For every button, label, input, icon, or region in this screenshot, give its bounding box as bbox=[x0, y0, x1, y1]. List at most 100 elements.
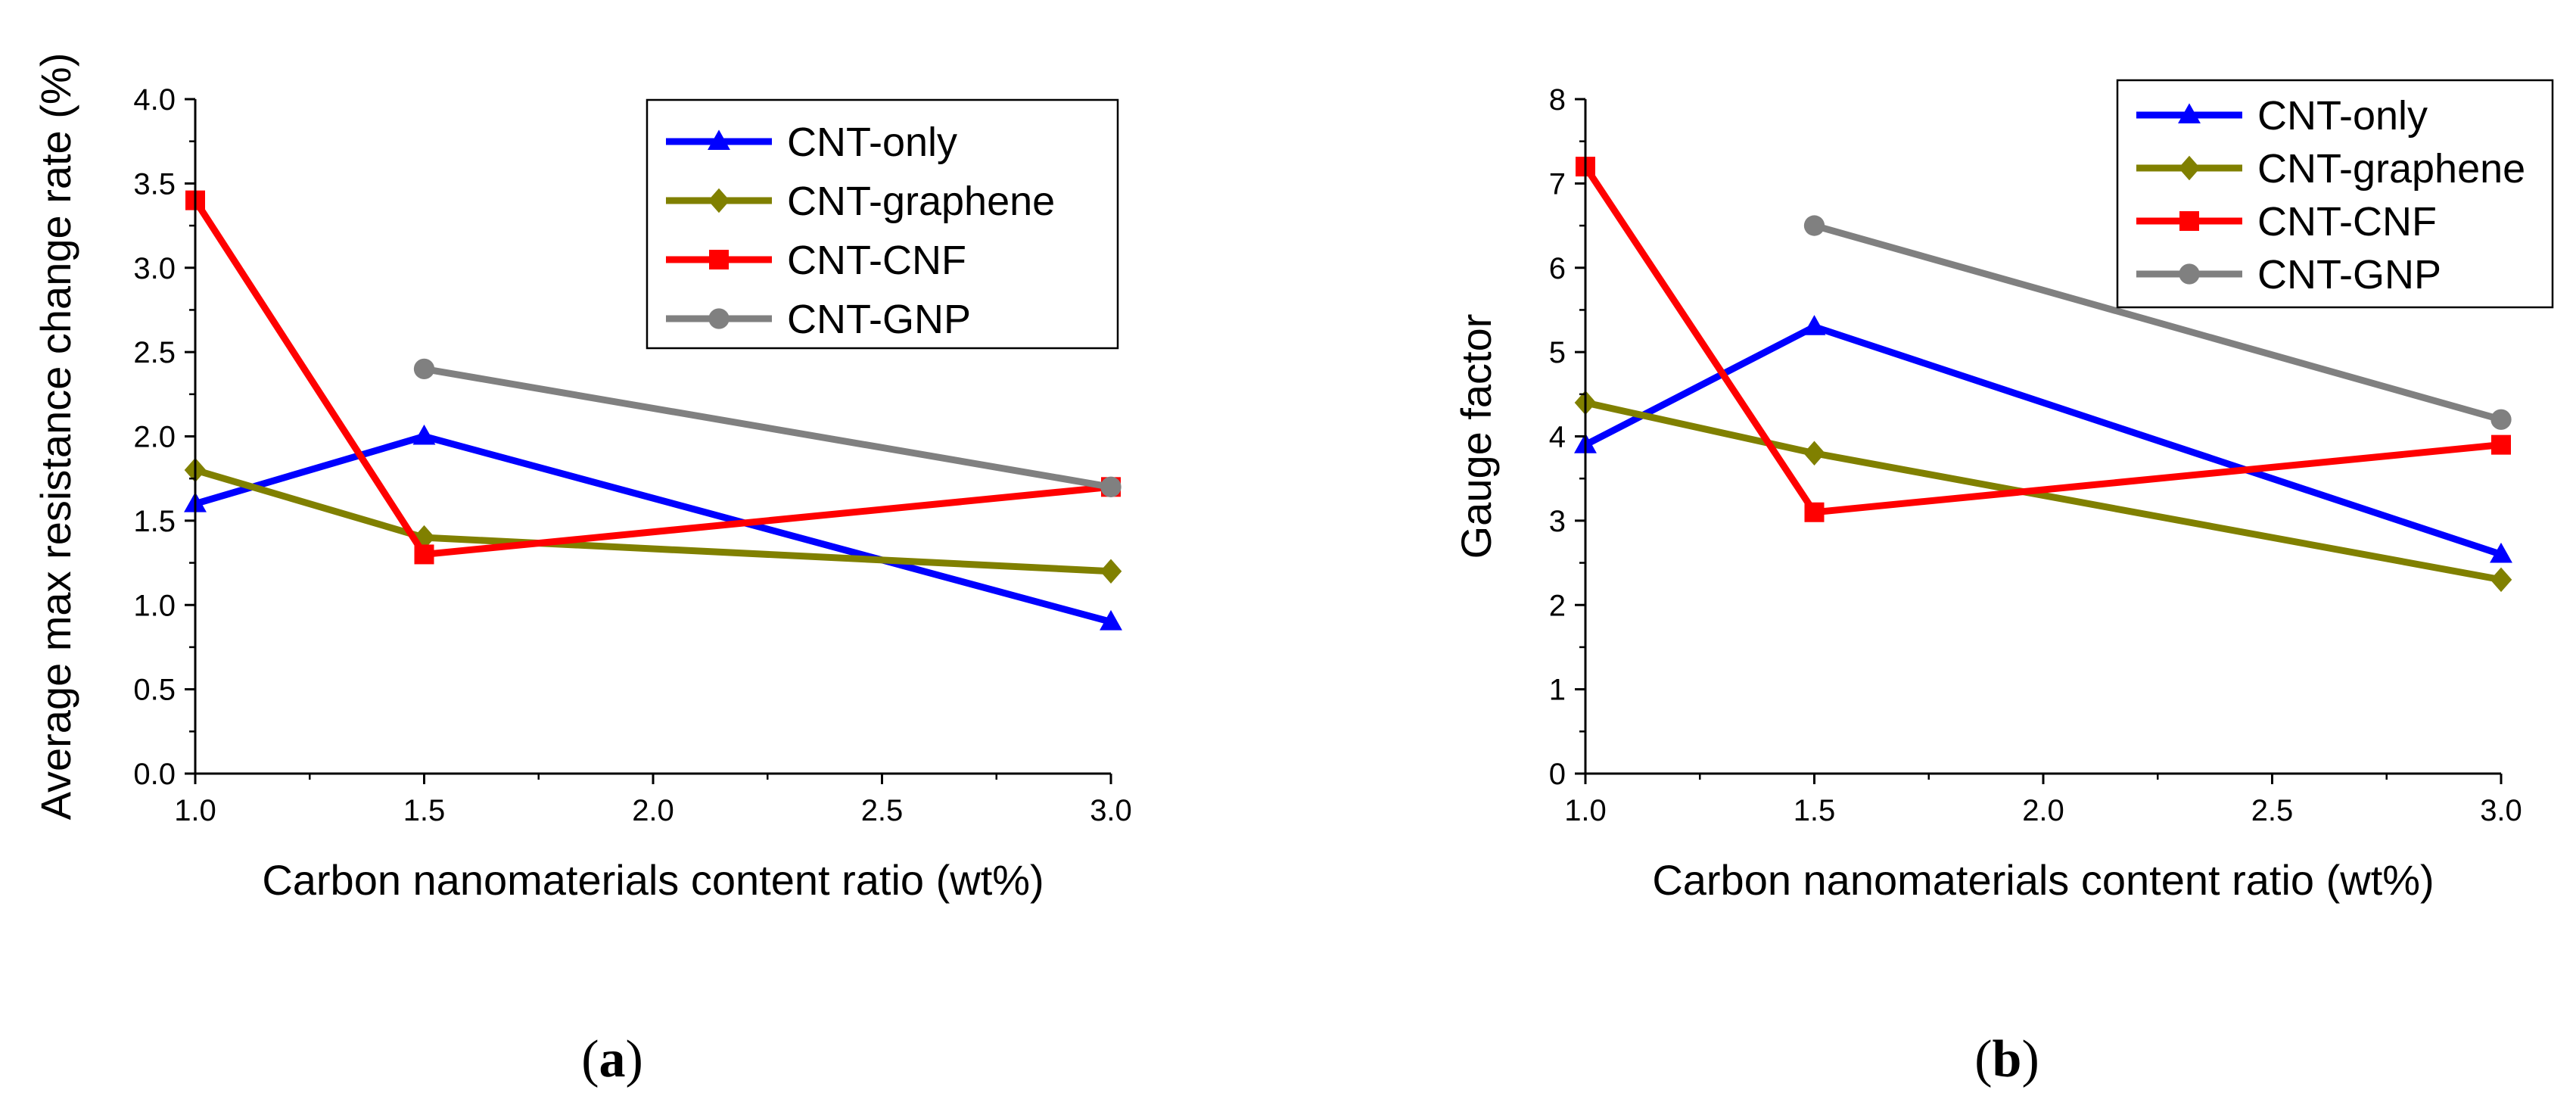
y-tick-label: 1.0 bbox=[133, 589, 176, 622]
legend-label: CNT-graphene bbox=[2257, 146, 2525, 192]
data-point-cnt-gnp bbox=[2490, 409, 2512, 430]
legend-marker-cnt-graphene bbox=[2178, 155, 2201, 181]
y-axis-label-a: Average max resistance change rate (%) bbox=[32, 53, 79, 821]
data-point-cnt-cnf bbox=[2491, 434, 2511, 455]
data-point-cnt-cnf bbox=[1804, 502, 1825, 522]
legend-entry-cnt-only: CNT-only bbox=[2136, 93, 2428, 139]
panel-caption-a: (a) bbox=[581, 1030, 643, 1088]
axes-b: 1.0 1.5 2.0 2.5 3.0 0 1 2 3 4 5 6 7 8 bbox=[1549, 83, 2522, 827]
series-line-cnt-graphene bbox=[194, 466, 1112, 575]
legend-marker-cnt-gnp bbox=[708, 308, 730, 329]
y-axis-label-b: Gauge factor bbox=[1452, 314, 1500, 559]
data-point-cnt-cnf bbox=[414, 544, 434, 565]
data-point-cnt-only bbox=[1803, 315, 1826, 335]
series-cnt-only bbox=[1574, 315, 2512, 563]
x-axis-label-a: Carbon nanomaterials content ratio (wt%) bbox=[262, 856, 1044, 904]
y-tick-label: 0 bbox=[1549, 758, 1566, 791]
legend-label: CNT-only bbox=[787, 120, 957, 165]
y-tick-label: 4.0 bbox=[133, 83, 176, 117]
data-point-cnt-graphene bbox=[1100, 559, 1122, 584]
legend-marker bbox=[709, 250, 729, 269]
x-tick-label: 1.5 bbox=[1794, 794, 1836, 827]
x-tick-label: 1.0 bbox=[174, 794, 216, 827]
panel-letter-b: b bbox=[1993, 1030, 2022, 1088]
legend-entry-cnt-only: CNT-only bbox=[666, 120, 957, 165]
axes-a: 1.0 1.5 2.0 2.5 3.0 0.0 0.5 1.0 1.5 2.0 2.5 3.0 3.5… bbox=[133, 83, 1131, 827]
legend-marker-cnt-gnp bbox=[2179, 263, 2200, 285]
legend-label: CNT-only bbox=[2257, 93, 2428, 139]
legend-marker bbox=[708, 129, 730, 151]
panel-b: 1.0 1.5 2.0 2.5 3.0 0 1 2 3 4 5 6 7 8 Carbon nanomat… bbox=[1452, 79, 2554, 1088]
series-cnt-only bbox=[184, 424, 1122, 631]
legend-marker bbox=[2178, 155, 2201, 181]
series-line-cnt-gnp bbox=[1813, 222, 2503, 423]
legend-entry-cnt-graphene: CNT-graphene bbox=[666, 179, 1055, 224]
series-cnt-graphene bbox=[184, 457, 1122, 584]
x-tick-label: 3.0 bbox=[2480, 794, 2522, 827]
data-point-cnt-only bbox=[2490, 542, 2512, 563]
y-tick-label: 7 bbox=[1549, 167, 1566, 201]
panel-caption-b: (b) bbox=[1974, 1030, 2039, 1088]
y-tick-label: 2.0 bbox=[133, 421, 176, 454]
y-tick-label: 3 bbox=[1549, 505, 1566, 538]
data-point-cnt-graphene bbox=[2490, 567, 2512, 593]
y-tick-label: 3.5 bbox=[133, 167, 176, 201]
x-tick-label: 1.0 bbox=[1564, 794, 1607, 827]
legend-label: CNT-GNP bbox=[787, 297, 971, 342]
legend-label: CNT-GNP bbox=[2257, 252, 2441, 297]
x-ticks-a: 1.0 1.5 2.0 2.5 3.0 bbox=[174, 774, 1132, 827]
legend-label: CNT-graphene bbox=[787, 179, 1055, 224]
y-tick-label: 1.5 bbox=[133, 505, 176, 538]
data-point-cnt-gnp bbox=[413, 358, 435, 380]
x-ticks-b: 1.0 1.5 2.0 2.5 3.0 bbox=[1564, 774, 2522, 827]
legend-marker bbox=[2179, 211, 2199, 231]
panel-a: 1.0 1.5 2.0 2.5 3.0 0.0 0.5 1.0 1.5 2.0 2.5 3.0 3.5… bbox=[32, 53, 1132, 1088]
x-tick-label: 2.0 bbox=[632, 794, 674, 827]
data-point-cnt-only bbox=[1100, 609, 1122, 631]
y-tick-label: 1 bbox=[1549, 674, 1566, 707]
y-tick-label: 0.5 bbox=[133, 674, 176, 707]
data-point-cnt-only bbox=[412, 424, 436, 445]
legend-marker-cnt-cnf bbox=[2179, 211, 2199, 231]
data-point-cnt-gnp bbox=[1803, 215, 1825, 236]
legend-marker bbox=[708, 188, 730, 213]
y-tick-label: 0.0 bbox=[133, 758, 176, 791]
legend-marker bbox=[2179, 263, 2200, 285]
legend-entry-cnt-cnf: CNT-CNF bbox=[2136, 199, 2437, 244]
y-tick-label: 2.5 bbox=[133, 336, 176, 369]
y-tick-label: 5 bbox=[1549, 336, 1566, 369]
y-tick-label: 6 bbox=[1549, 252, 1566, 285]
data-point-cnt-gnp bbox=[1100, 476, 1122, 497]
series-line-cnt-gnp bbox=[423, 365, 1112, 490]
y-tick-label: 4 bbox=[1549, 421, 1566, 454]
series-cnt-gnp bbox=[1803, 215, 2512, 430]
legend-marker bbox=[2178, 103, 2201, 124]
x-tick-label: 2.5 bbox=[2251, 794, 2294, 827]
x-axis-label-b: Carbon nanomaterials content ratio (wt%) bbox=[1652, 856, 2434, 904]
legend-entry-cnt-gnp: CNT-GNP bbox=[2136, 252, 2441, 297]
legend-entry-cnt-cnf: CNT-CNF bbox=[666, 238, 966, 283]
data-point-cnt-graphene bbox=[1803, 441, 1825, 466]
panel-letter-a: a bbox=[599, 1030, 626, 1088]
series-cnt-graphene bbox=[1574, 390, 2512, 593]
x-tick-label: 2.0 bbox=[2022, 794, 2064, 827]
legend-entry-cnt-gnp: CNT-GNP bbox=[666, 297, 971, 342]
series-line-cnt-only bbox=[1583, 323, 2503, 558]
data-point-cnt-graphene bbox=[413, 525, 435, 550]
x-tick-label: 2.5 bbox=[861, 794, 904, 827]
legend-marker-cnt-cnf bbox=[709, 250, 729, 269]
legend-marker-cnt-graphene bbox=[708, 188, 730, 213]
series-cnt-gnp bbox=[413, 358, 1122, 497]
y-tick-label: 8 bbox=[1549, 83, 1566, 117]
y-tick-label: 3.0 bbox=[133, 252, 176, 285]
legend-label: CNT-CNF bbox=[787, 238, 966, 283]
series-layer-b bbox=[1574, 157, 2512, 593]
legend-marker-cnt-only bbox=[2178, 103, 2201, 124]
y-ticks-b: 0 1 2 3 4 5 6 7 8 bbox=[1549, 83, 1585, 791]
x-tick-label: 3.0 bbox=[1090, 794, 1132, 827]
x-tick-label: 1.5 bbox=[403, 794, 446, 827]
y-tick-label: 2 bbox=[1549, 589, 1566, 622]
legend-label: CNT-CNF bbox=[2257, 199, 2437, 244]
legend-b: CNT-only CNT-graphene CNT-CNF CNT-GNP bbox=[2116, 79, 2554, 309]
